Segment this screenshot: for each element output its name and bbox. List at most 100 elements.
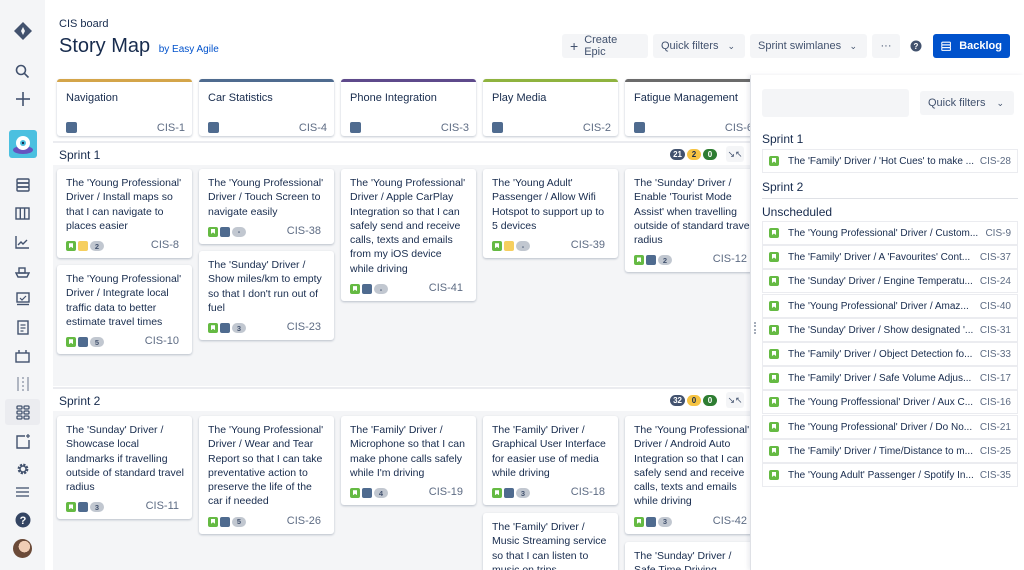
sprint-swimlanes-dropdown[interactable]: Sprint swimlanes ⌄ [750, 34, 867, 58]
collapse-icon[interactable]: ↘↖ [726, 146, 744, 162]
search-input[interactable] [762, 89, 909, 117]
story-card[interactable]: The 'Family' Driver / Microphone so that… [341, 416, 476, 506]
story-card[interactable]: The 'Young Professional' Driver / Touch … [199, 169, 334, 244]
issue-key[interactable]: CIS-24 [979, 275, 1011, 287]
issue-summary: The 'Young Proffessional' Driver / Aux C… [788, 396, 974, 408]
panel-issue-row[interactable]: The 'Sunday' Driver / Engine Temperatu..… [762, 269, 1018, 293]
card-key[interactable]: CIS-12 [712, 253, 747, 266]
epic-card[interactable]: Phone Integration CIS-3 [341, 79, 476, 136]
breadcrumb[interactable]: CIS board [59, 18, 109, 30]
panel-issue-row[interactable]: The 'Family' Driver / Time/Distance to m… [762, 439, 1018, 463]
panel-issue-row[interactable]: The 'Young Professional' Driver / Custom… [762, 221, 1018, 245]
card-key[interactable]: CIS-18 [570, 486, 605, 499]
story-card[interactable]: The 'Sunday' Driver / Enable 'Tourist Mo… [625, 169, 750, 273]
story-card[interactable]: The 'Young Professional' Driver / Instal… [57, 169, 192, 259]
panel-issue-row[interactable]: The 'Young Proffessional' Driver / Aux C… [762, 390, 1018, 414]
issue-key[interactable]: CIS-16 [979, 396, 1011, 408]
epic-key[interactable]: CIS-6 [724, 122, 750, 134]
card-key[interactable]: CIS-38 [286, 224, 321, 237]
card-key[interactable]: CIS-8 [150, 239, 179, 252]
story-card[interactable]: The 'Young Professional' Driver / Wear a… [199, 416, 334, 534]
issue-key[interactable]: CIS-40 [979, 300, 1011, 312]
story-card[interactable]: The 'Sunday' Driver / Showcase local lan… [57, 416, 192, 520]
story-card[interactable]: The 'Sunday' Driver / Show miles/km to e… [199, 251, 334, 341]
card-key[interactable]: CIS-23 [286, 321, 321, 334]
page-title: Story Map by Easy Agile [59, 35, 219, 58]
panel-issue-row[interactable]: The 'Sunday' Driver / Show designated '.… [762, 318, 1018, 342]
reports-icon[interactable] [0, 233, 45, 251]
story-card[interactable]: The 'Young Adult' Passenger / Allow Wifi… [483, 169, 618, 259]
issue-key[interactable]: CIS-9 [985, 227, 1011, 239]
epic-card[interactable]: Car Statistics CIS-4 [199, 79, 334, 136]
pages-icon[interactable] [0, 318, 45, 336]
story-card[interactable]: The 'Family' Driver / Music Streaming se… [483, 513, 618, 570]
card-key[interactable]: CIS-10 [144, 335, 179, 348]
story-card[interactable]: The 'Young Professional' Driver / Apple … [341, 169, 476, 302]
panel-issue-row[interactable]: The 'Family' Driver / A 'Favourites' Con… [762, 245, 1018, 269]
issues-icon[interactable] [0, 347, 45, 365]
epic-key[interactable]: CIS-1 [156, 122, 185, 134]
story-card[interactable]: The 'Family' Driver / Graphical User Int… [483, 416, 618, 506]
add-item-icon[interactable] [0, 432, 45, 450]
card-key[interactable]: CIS-19 [428, 486, 463, 499]
user-avatar[interactable] [13, 539, 32, 558]
panel-quick-filters-dropdown[interactable]: Quick filters ⌄ [920, 91, 1014, 115]
components-icon[interactable] [0, 290, 45, 308]
issue-key[interactable]: CIS-21 [979, 421, 1011, 433]
settings-icon[interactable] [0, 460, 45, 478]
estimate-badge: 2 [658, 255, 672, 266]
backlog-icon[interactable] [0, 176, 45, 194]
collapse-icon[interactable]: ↘↖ [726, 392, 744, 408]
menu-icon[interactable] [0, 484, 45, 500]
epic-card[interactable]: Navigation CIS-1 [57, 79, 192, 136]
quick-filters-dropdown[interactable]: Quick filters ⌄ [653, 34, 745, 58]
project-avatar-icon[interactable] [9, 130, 37, 158]
plus-icon: + [570, 38, 579, 54]
story-card[interactable]: The 'Sunday' Driver / Safe Time Driving … [625, 542, 750, 570]
quick-filters-label: Quick filters [928, 97, 986, 109]
issue-summary: The 'Sunday' Driver / Engine Temperatu..… [788, 275, 973, 287]
epic-card[interactable]: Fatigue Management CIS-6 [625, 79, 750, 136]
issue-key[interactable]: CIS-33 [979, 348, 1011, 360]
releases-icon[interactable] [0, 262, 45, 280]
card-key[interactable]: CIS-41 [428, 282, 463, 295]
panel-issue-row[interactable]: The 'Young Adult' Passenger / Spotify In… [762, 463, 1018, 487]
card-key[interactable]: CIS-42 [712, 514, 747, 527]
story-card[interactable]: The 'Young Professional' Driver / Androi… [625, 416, 750, 534]
story-card[interactable]: The 'Young Professional' Driver / Integr… [57, 265, 192, 355]
panel-issue-row[interactable]: The 'Young Professional' Driver / Do No.… [762, 415, 1018, 439]
epic-card[interactable]: Play Media CIS-2 [483, 79, 618, 136]
issue-key[interactable]: CIS-37 [979, 251, 1011, 263]
resize-handle[interactable] [754, 322, 756, 334]
more-button[interactable]: ··· [872, 34, 900, 58]
help-icon[interactable]: ? [0, 511, 45, 529]
issue-key[interactable]: CIS-25 [979, 445, 1011, 457]
issue-key[interactable]: CIS-28 [979, 155, 1011, 167]
panel-issue-row[interactable]: The 'Family' Driver / 'Hot Cues' to make… [762, 149, 1018, 173]
board-icon[interactable] [0, 204, 45, 222]
create-icon[interactable] [0, 90, 45, 108]
issue-key[interactable]: CIS-31 [979, 324, 1011, 336]
help-button[interactable]: ? [905, 34, 927, 58]
page-title-text: Story Map [59, 35, 151, 57]
panel-issue-row[interactable]: The 'Family' Driver / Object Detection f… [762, 342, 1018, 366]
priority-icon [78, 502, 88, 513]
vendor-link[interactable]: by Easy Agile [158, 44, 219, 55]
card-key[interactable]: CIS-11 [145, 500, 179, 513]
story-map-icon[interactable] [5, 399, 40, 425]
epic-key[interactable]: CIS-4 [298, 122, 327, 134]
epic-key[interactable]: CIS-2 [582, 122, 611, 134]
epic-key[interactable]: CIS-3 [440, 122, 469, 134]
epic-icon [492, 122, 503, 133]
panel-issue-row[interactable]: The 'Family' Driver / Safe Volume Adjus.… [762, 366, 1018, 390]
issue-key[interactable]: CIS-35 [979, 469, 1011, 481]
card-key[interactable]: CIS-39 [570, 239, 605, 252]
jira-logo-icon[interactable] [0, 20, 45, 42]
search-icon[interactable] [0, 62, 45, 80]
panel-issue-row[interactable]: The 'Young Professional' Driver / Amaz..… [762, 294, 1018, 318]
backlog-button[interactable]: Backlog [933, 34, 1010, 58]
issue-key[interactable]: CIS-17 [979, 372, 1011, 384]
card-key[interactable]: CIS-26 [286, 514, 321, 527]
epic-icon [208, 122, 219, 133]
create-epic-button[interactable]: + Create Epic [562, 34, 648, 58]
